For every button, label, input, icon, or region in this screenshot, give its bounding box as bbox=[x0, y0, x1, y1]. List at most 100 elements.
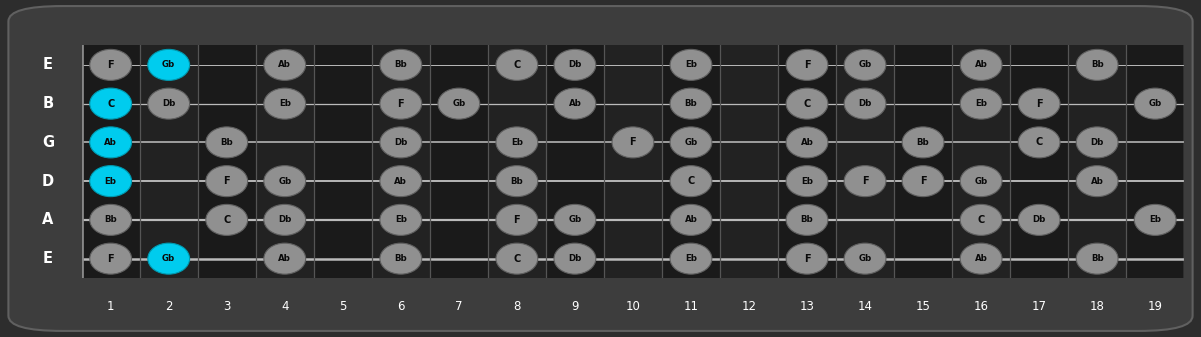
Ellipse shape bbox=[438, 88, 479, 119]
Text: 13: 13 bbox=[800, 300, 814, 313]
Ellipse shape bbox=[844, 166, 886, 197]
Bar bbox=[894, 45, 952, 278]
Ellipse shape bbox=[205, 166, 247, 197]
Ellipse shape bbox=[787, 243, 827, 274]
Ellipse shape bbox=[380, 127, 422, 158]
Ellipse shape bbox=[380, 88, 422, 119]
Text: Eb: Eb bbox=[685, 60, 697, 69]
Ellipse shape bbox=[613, 127, 653, 158]
Text: Bb: Bb bbox=[104, 215, 116, 224]
Text: 16: 16 bbox=[974, 300, 988, 313]
Ellipse shape bbox=[787, 166, 827, 197]
Text: 1: 1 bbox=[107, 300, 114, 313]
Bar bbox=[256, 45, 313, 278]
Text: Ab: Ab bbox=[801, 138, 813, 147]
Ellipse shape bbox=[670, 50, 712, 81]
Text: F: F bbox=[803, 254, 811, 264]
Bar bbox=[82, 45, 139, 278]
Bar bbox=[546, 45, 604, 278]
Bar bbox=[430, 45, 488, 278]
Text: Ab: Ab bbox=[279, 60, 291, 69]
Bar bbox=[662, 45, 719, 278]
Ellipse shape bbox=[961, 204, 1002, 235]
Ellipse shape bbox=[1076, 243, 1118, 274]
Bar bbox=[1127, 45, 1184, 278]
Ellipse shape bbox=[90, 50, 132, 81]
Text: Gb: Gb bbox=[568, 215, 581, 224]
Ellipse shape bbox=[90, 166, 132, 197]
Ellipse shape bbox=[148, 50, 190, 81]
Text: F: F bbox=[1035, 99, 1042, 109]
Ellipse shape bbox=[90, 88, 132, 119]
Ellipse shape bbox=[90, 127, 132, 158]
Text: C: C bbox=[223, 215, 231, 225]
Ellipse shape bbox=[961, 88, 1002, 119]
Ellipse shape bbox=[380, 50, 422, 81]
Text: Db: Db bbox=[1033, 215, 1046, 224]
Text: Gb: Gb bbox=[859, 254, 872, 263]
Ellipse shape bbox=[264, 204, 305, 235]
Ellipse shape bbox=[554, 88, 596, 119]
Text: Bb: Bb bbox=[394, 60, 407, 69]
Text: C: C bbox=[513, 60, 520, 70]
Ellipse shape bbox=[496, 204, 538, 235]
Text: Db: Db bbox=[162, 99, 175, 108]
Bar bbox=[604, 45, 662, 278]
Text: C: C bbox=[107, 99, 114, 109]
Text: Ab: Ab bbox=[568, 99, 581, 108]
Text: Ab: Ab bbox=[279, 254, 291, 263]
Bar bbox=[372, 45, 430, 278]
Ellipse shape bbox=[787, 88, 827, 119]
Bar bbox=[778, 45, 836, 278]
Ellipse shape bbox=[670, 204, 712, 235]
Ellipse shape bbox=[902, 166, 944, 197]
Ellipse shape bbox=[264, 88, 305, 119]
Ellipse shape bbox=[1076, 127, 1118, 158]
Ellipse shape bbox=[264, 166, 305, 197]
Text: F: F bbox=[920, 176, 926, 186]
Text: F: F bbox=[629, 137, 637, 147]
Text: Bb: Bb bbox=[685, 99, 698, 108]
Ellipse shape bbox=[380, 243, 422, 274]
Ellipse shape bbox=[496, 243, 538, 274]
Ellipse shape bbox=[670, 127, 712, 158]
Ellipse shape bbox=[787, 204, 827, 235]
Text: Db: Db bbox=[394, 138, 407, 147]
Text: Gb: Gb bbox=[279, 177, 292, 186]
Text: 6: 6 bbox=[398, 300, 405, 313]
Text: 4: 4 bbox=[281, 300, 288, 313]
Text: Eb: Eb bbox=[685, 254, 697, 263]
Text: Eb: Eb bbox=[510, 138, 522, 147]
Text: Ab: Ab bbox=[104, 138, 118, 147]
Text: 18: 18 bbox=[1089, 300, 1105, 313]
Text: Gb: Gb bbox=[162, 254, 175, 263]
Ellipse shape bbox=[670, 88, 712, 119]
Text: D: D bbox=[42, 174, 54, 189]
Text: Eb: Eb bbox=[975, 99, 987, 108]
Text: Eb: Eb bbox=[1149, 215, 1161, 224]
Ellipse shape bbox=[264, 243, 305, 274]
Bar bbox=[488, 45, 546, 278]
Text: Bb: Bb bbox=[1091, 60, 1104, 69]
Text: Gb: Gb bbox=[453, 99, 466, 108]
Text: F: F bbox=[803, 60, 811, 70]
Ellipse shape bbox=[496, 127, 538, 158]
Text: Ab: Ab bbox=[1091, 177, 1104, 186]
Text: Ab: Ab bbox=[685, 215, 698, 224]
Ellipse shape bbox=[961, 50, 1002, 81]
Ellipse shape bbox=[205, 204, 247, 235]
Text: E: E bbox=[43, 57, 53, 72]
Text: 8: 8 bbox=[513, 300, 520, 313]
Bar bbox=[836, 45, 894, 278]
Ellipse shape bbox=[380, 166, 422, 197]
Text: Db: Db bbox=[279, 215, 292, 224]
Text: Ab: Ab bbox=[975, 254, 987, 263]
Ellipse shape bbox=[1076, 166, 1118, 197]
Bar bbox=[198, 45, 256, 278]
Text: Db: Db bbox=[859, 99, 872, 108]
Text: Gb: Gb bbox=[974, 177, 987, 186]
Ellipse shape bbox=[554, 50, 596, 81]
Text: F: F bbox=[223, 176, 231, 186]
Text: Gb: Gb bbox=[859, 60, 872, 69]
Text: Bb: Bb bbox=[394, 254, 407, 263]
